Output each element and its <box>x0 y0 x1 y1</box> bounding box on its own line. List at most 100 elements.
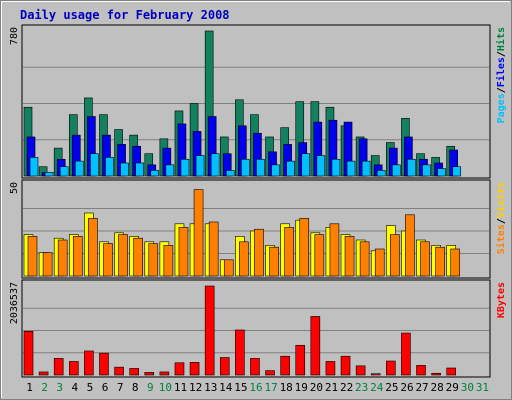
bar-pages <box>256 158 265 177</box>
series-pages <box>29 153 462 177</box>
bar-pages <box>376 170 386 177</box>
legend-entry: / <box>496 218 507 224</box>
bar-pages <box>286 160 295 177</box>
bar-kbytes <box>38 371 49 376</box>
bar-kbytes <box>446 367 457 376</box>
bar-sites <box>450 248 461 277</box>
bar-pages <box>135 162 144 177</box>
bar-kbytes <box>386 360 396 376</box>
x-tick-label: 22 <box>340 381 353 394</box>
bar-kbytes <box>295 344 306 376</box>
bar-kbytes <box>189 362 200 376</box>
bar-kbytes <box>340 355 351 376</box>
bar-pages <box>120 162 129 177</box>
x-tick-label: 3 <box>56 381 63 394</box>
bar-kbytes <box>431 372 441 376</box>
chart-title: Daily usage for February 2008 <box>20 8 230 22</box>
bar-sites <box>148 243 159 277</box>
y-max-label: 2036537 <box>9 282 20 324</box>
chart-panels: 780Pages/Files/Hits50Sites/Visits2036537… <box>9 24 507 378</box>
bar-sites <box>284 227 294 277</box>
bar-sites <box>344 236 355 277</box>
legend-entry: / <box>496 51 507 57</box>
x-tick-label: 25 <box>385 381 398 394</box>
bar-pages <box>210 153 220 177</box>
bar-kbytes <box>129 368 139 376</box>
bar-kbytes <box>204 285 215 376</box>
bar-sites <box>405 214 415 277</box>
legend-entry: Files <box>495 57 507 87</box>
bar-pages <box>195 155 205 177</box>
bar-pages <box>452 166 462 177</box>
bar-kbytes <box>250 358 260 376</box>
bar-kbytes <box>144 372 155 376</box>
bar-kbytes <box>265 370 275 376</box>
x-tick-label: 29 <box>446 381 459 394</box>
bar-pages <box>180 158 190 177</box>
legend: KBytes <box>496 282 507 318</box>
bar-sites <box>57 239 68 277</box>
x-tick-label: 6 <box>102 381 109 394</box>
x-tick-label: 17 <box>264 381 277 394</box>
bar-sites <box>239 241 249 277</box>
legend-entry: Hits <box>495 27 507 51</box>
bar-pages <box>422 164 431 177</box>
bar-pages <box>105 157 114 177</box>
series-kbytes <box>23 285 457 376</box>
bar-pages <box>225 170 235 177</box>
x-tick-label: 23 <box>355 381 368 394</box>
bar-sites <box>133 237 143 277</box>
bar-kbytes <box>99 352 109 376</box>
x-tick-label: 16 <box>249 381 262 394</box>
bar-sites <box>208 221 219 277</box>
bar-kbytes <box>159 371 170 376</box>
bar-kbytes <box>114 366 124 376</box>
bar-kbytes <box>401 332 411 376</box>
bar-kbytes <box>280 355 290 376</box>
bar-kbytes <box>174 362 185 376</box>
legend-entry: Pages <box>496 93 507 123</box>
legend: Pages/Files/Hits <box>495 27 507 123</box>
bar-sites <box>374 248 385 277</box>
bar-kbytes <box>235 329 245 376</box>
bar-sites <box>88 218 98 277</box>
y-max-label: 50 <box>9 182 20 194</box>
x-tick-label: 5 <box>87 381 94 394</box>
bar-sites <box>103 243 113 277</box>
x-tick-label: 21 <box>325 381 338 394</box>
x-tick-label: 28 <box>431 381 444 394</box>
bar-kbytes <box>84 350 94 376</box>
legend: Sites/Visits <box>495 182 507 254</box>
x-axis-tick-labels: 1 2 3 4 5 6 7 8 9 10 11 12 13 14 15 16 17 18 19 20 21 22 23 24 2… <box>26 381 489 394</box>
bar-sites <box>118 234 128 277</box>
x-tick-label: 8 <box>132 381 139 394</box>
x-tick-label: 4 <box>72 381 79 394</box>
x-tick-label: 7 <box>117 381 124 394</box>
bar-pages <box>301 153 311 177</box>
bar-pages <box>150 170 160 177</box>
bar-sites <box>390 234 400 277</box>
legend-entry: KBytes <box>496 282 507 318</box>
bar-kbytes <box>310 316 321 376</box>
bar-sites <box>420 241 430 277</box>
bar-sites <box>178 227 189 277</box>
bar-pages <box>331 158 341 177</box>
x-tick-label: 14 <box>219 381 233 394</box>
bar-sites <box>314 234 325 277</box>
bar-sites <box>27 236 38 277</box>
x-tick-label: 26 <box>400 381 413 394</box>
bar-sites <box>254 228 264 277</box>
bar-pages <box>407 158 416 177</box>
bar-pages <box>74 160 84 177</box>
bar-kbytes <box>23 330 34 376</box>
series-sites <box>27 189 461 277</box>
bar-pages <box>437 168 446 177</box>
bar-sites <box>329 223 340 277</box>
bar-sites <box>223 259 234 277</box>
series-files <box>26 116 459 177</box>
x-tick-label: 18 <box>280 381 293 394</box>
legend-entry: Sites <box>495 224 507 254</box>
bar-pages <box>44 171 54 177</box>
